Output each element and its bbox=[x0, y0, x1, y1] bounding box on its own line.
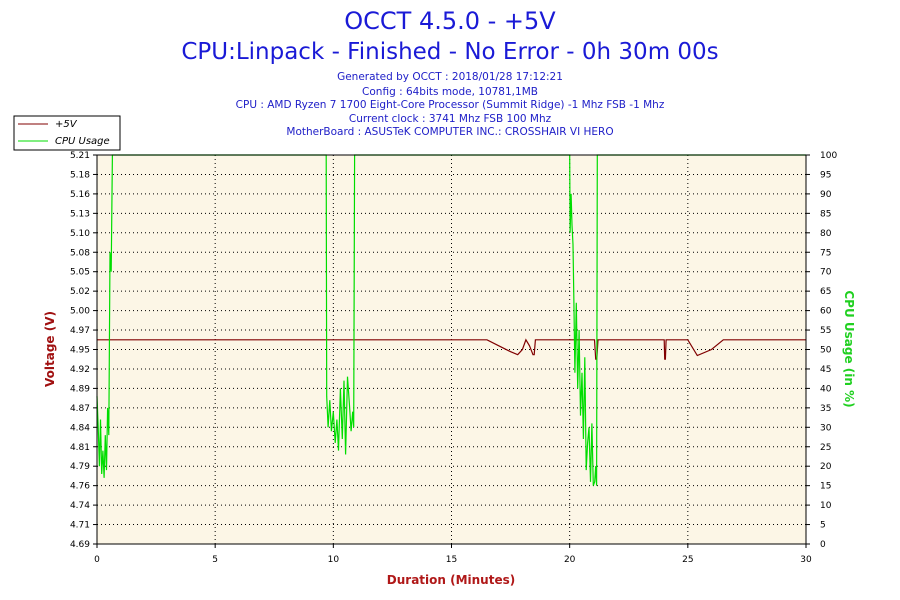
tick-labels: 4.69 0 4.71 5 4.74 10 4.76 15 4.79 20 4.81 25 4.84 30… bbox=[70, 151, 837, 565]
y2-tick-label: 40 bbox=[820, 384, 832, 394]
y-tick-label: 4.89 bbox=[70, 384, 90, 394]
info-generated: Generated by OCCT : 2018/01/28 17:12:21 bbox=[337, 71, 563, 83]
y2-tick-label: 35 bbox=[820, 404, 831, 414]
y-tick-label: 5.02 bbox=[70, 287, 90, 297]
legend: +5V CPU Usage bbox=[13, 115, 121, 151]
y2-tick-label: 65 bbox=[820, 287, 831, 297]
chart-subtitle: CPU:Linpack - Finished - No Error - 0h 3… bbox=[181, 39, 718, 65]
y2-tick-label: 100 bbox=[820, 151, 837, 161]
legend-label-voltage: +5V bbox=[55, 119, 78, 130]
y-tick-label: 4.97 bbox=[70, 326, 90, 336]
x-tick-label: 25 bbox=[682, 555, 693, 565]
y2-tick-label: 85 bbox=[820, 209, 831, 219]
chart-title: OCCT 4.5.0 - +5V bbox=[344, 7, 556, 35]
y-tick-label: 5.21 bbox=[70, 151, 90, 161]
y-tick-label: 4.87 bbox=[70, 404, 90, 414]
y-tick-label: 5.05 bbox=[70, 268, 90, 278]
y2-tick-label: 70 bbox=[820, 268, 832, 278]
info-motherboard: MotherBoard : ASUSTeK COMPUTER INC.: CRO… bbox=[286, 126, 613, 138]
y-tick-label: 5.08 bbox=[70, 248, 90, 258]
y-tick-label: 4.71 bbox=[70, 521, 90, 531]
x-tick-label: 20 bbox=[564, 555, 576, 565]
y-tick-label: 5.16 bbox=[70, 190, 90, 200]
y-tick-label: 5.18 bbox=[70, 170, 90, 180]
x-tick-label: 10 bbox=[328, 555, 340, 565]
x-tick-label: 15 bbox=[446, 555, 457, 565]
y-tick-label: 4.74 bbox=[70, 501, 90, 511]
x-tick-label: 0 bbox=[94, 555, 100, 565]
y-tick-label: 5.00 bbox=[70, 307, 90, 317]
info-config: Config : 64bits mode, 10781,1MB bbox=[362, 86, 538, 98]
y2-tick-label: 80 bbox=[820, 229, 832, 239]
y2-tick-label: 20 bbox=[820, 462, 832, 472]
axes bbox=[93, 154, 810, 548]
info-clock: Current clock : 3741 Mhz FSB 100 Mhz bbox=[349, 113, 552, 125]
y-tick-label: 4.81 bbox=[70, 443, 90, 453]
y2-tick-label: 45 bbox=[820, 365, 831, 375]
y2-tick-label: 15 bbox=[820, 482, 831, 492]
y2-tick-label: 55 bbox=[820, 326, 831, 336]
y-tick-label: 5.13 bbox=[70, 209, 90, 219]
series-line-cpu-usage bbox=[96, 154, 806, 486]
x-tick-label: 5 bbox=[212, 555, 218, 565]
y-axis-label-right: CPU Usage (in %) bbox=[842, 290, 856, 407]
y-tick-label: 4.76 bbox=[70, 482, 90, 492]
y2-tick-label: 95 bbox=[820, 170, 831, 180]
plot-area bbox=[97, 155, 806, 544]
series-line-voltage bbox=[97, 338, 806, 360]
legend-box bbox=[13, 115, 121, 151]
y2-tick-label: 75 bbox=[820, 248, 831, 258]
y2-tick-label: 0 bbox=[820, 540, 826, 550]
info-cpu: CPU : AMD Ryzen 7 1700 Eight-Core Proces… bbox=[236, 99, 665, 111]
plot-border bbox=[96, 154, 807, 545]
legend-label-cpu: CPU Usage bbox=[55, 136, 110, 147]
y-tick-label: 4.92 bbox=[70, 365, 90, 375]
x-axis-label: Duration (Minutes) bbox=[387, 573, 515, 587]
y2-tick-label: 5 bbox=[820, 521, 826, 531]
y-tick-label: 5.10 bbox=[70, 229, 90, 239]
y-tick-label: 4.79 bbox=[70, 462, 90, 472]
y2-tick-label: 50 bbox=[820, 346, 832, 356]
x-tick-label: 30 bbox=[800, 555, 812, 565]
y-axis-label-left: Voltage (V) bbox=[43, 311, 57, 387]
y-tick-label: 4.95 bbox=[70, 346, 90, 356]
y-tick-label: 4.84 bbox=[70, 423, 90, 433]
y-tick-label: 4.69 bbox=[70, 540, 90, 550]
y2-tick-label: 25 bbox=[820, 443, 831, 453]
y2-tick-label: 30 bbox=[820, 423, 832, 433]
y2-tick-label: 90 bbox=[820, 190, 832, 200]
y2-tick-label: 10 bbox=[820, 501, 832, 511]
y2-tick-label: 60 bbox=[820, 307, 832, 317]
series-layer bbox=[96, 154, 806, 486]
